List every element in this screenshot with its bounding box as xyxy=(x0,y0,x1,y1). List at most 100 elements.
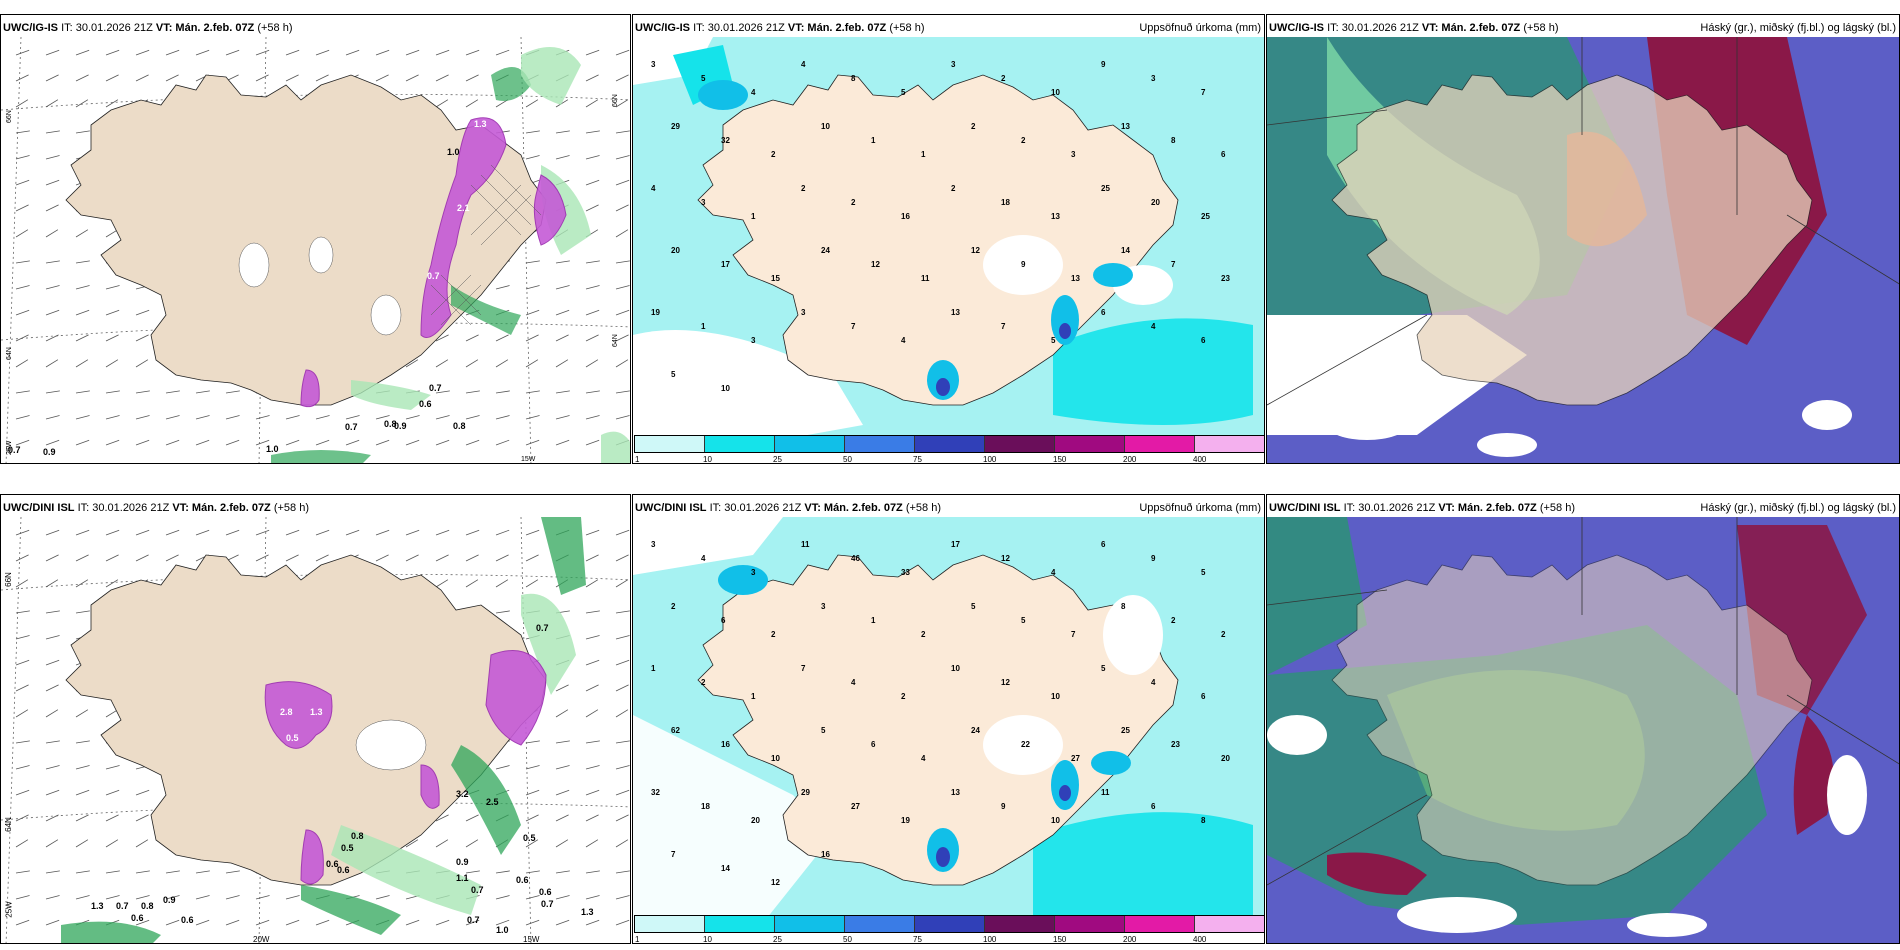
wind-barb xyxy=(615,635,630,640)
wind-barb xyxy=(165,554,179,562)
precip-value: 5 xyxy=(1021,616,1026,625)
colorbar-label: 25 xyxy=(773,935,782,944)
wind-barb xyxy=(45,839,59,848)
wind-barb xyxy=(405,839,419,848)
wind-barb xyxy=(615,529,630,536)
wind-barb xyxy=(45,919,60,926)
wind-barb xyxy=(105,309,120,316)
precip-value: 8 xyxy=(851,74,856,83)
wind-barb xyxy=(585,130,600,134)
wind-barb xyxy=(495,49,510,56)
cloud-map xyxy=(1267,517,1899,943)
wind-barb xyxy=(585,390,600,394)
wind-barb xyxy=(15,529,30,536)
precip-value: 6 xyxy=(1101,540,1106,549)
precip-value: 13 xyxy=(1051,212,1060,221)
wind-barb xyxy=(75,529,90,536)
precip-value: 11 xyxy=(1101,788,1110,797)
wind-barb xyxy=(555,709,569,718)
precip-value: 3 xyxy=(1151,74,1156,83)
wind-barb xyxy=(555,814,569,822)
wind-barb xyxy=(75,439,90,446)
wind-barb xyxy=(315,74,329,82)
panel-precip-dini: UWC/DINI ISL IT: 30.01.2026 21Z VT: Mán.… xyxy=(632,494,1265,944)
wind-barb xyxy=(105,49,120,56)
precip-value: 20 xyxy=(671,246,680,255)
colorbar-label: 10 xyxy=(703,935,712,944)
wind-barb xyxy=(75,285,90,290)
precip-value: 23 xyxy=(1221,274,1230,283)
wind-barb xyxy=(285,74,299,82)
wind-barb xyxy=(585,765,600,770)
wind-barb xyxy=(585,155,600,160)
value-label: 0.6 xyxy=(326,859,339,869)
wind-barb xyxy=(135,529,150,536)
wind-barb xyxy=(435,529,450,536)
wind-barb xyxy=(465,529,480,536)
value-label: 2.1 xyxy=(457,203,470,213)
wind-barb xyxy=(615,659,630,666)
wind-barb xyxy=(585,309,600,316)
wind-barb xyxy=(525,99,539,108)
panel-header: UWC/DINI ISL IT: 30.01.2026 21Z VT: Mán.… xyxy=(1269,502,1576,514)
panel-cloud-dini: UWC/DINI ISL IT: 30.01.2026 21Z VT: Mán.… xyxy=(1266,494,1900,944)
precip-value: 19 xyxy=(901,816,910,825)
wind-barb xyxy=(495,390,510,394)
wind-barb xyxy=(135,334,149,342)
wind-barb xyxy=(555,260,570,264)
wind-barb xyxy=(615,765,630,770)
wind-barb xyxy=(375,439,390,446)
wind-barb xyxy=(75,49,90,56)
wind-barb xyxy=(15,765,30,770)
wind-barb xyxy=(495,870,510,874)
wind-barb xyxy=(15,390,30,394)
precip-value: 14 xyxy=(1121,246,1130,255)
wind-barb xyxy=(75,579,89,588)
wind-barb xyxy=(525,390,540,394)
precip-value: 4 xyxy=(651,184,656,193)
wind-barb xyxy=(585,554,599,562)
precip-value: 4 xyxy=(1151,322,1156,331)
wind-barb xyxy=(435,99,449,108)
value-label: 1.3 xyxy=(310,707,323,717)
precip-value: 6 xyxy=(1201,692,1206,701)
wind-barb xyxy=(75,229,89,238)
precip-value: 1 xyxy=(751,212,756,221)
cloud-map xyxy=(1267,37,1899,463)
wind-barb xyxy=(495,610,510,614)
precip-value: 18 xyxy=(701,802,710,811)
wind-barb xyxy=(405,554,419,562)
wind-barb xyxy=(405,74,419,82)
wind-barb xyxy=(525,740,540,744)
colorbar-label: 75 xyxy=(913,935,922,944)
precip-value: 22 xyxy=(1021,740,1030,749)
wind-barb xyxy=(195,49,210,56)
precip-value: 8 xyxy=(1121,602,1126,611)
wind-map: 66N 66N 64N 25W 15W 64N xyxy=(1,36,630,463)
precip-value: 2 xyxy=(1171,616,1176,625)
wind-barb xyxy=(615,74,629,82)
colorbar-label: 150 xyxy=(1053,455,1067,464)
wind-barb xyxy=(585,179,600,186)
wind-barb xyxy=(615,260,630,264)
wind-barb xyxy=(525,554,539,562)
precip-value: 3 xyxy=(651,540,656,549)
precip-value: 3 xyxy=(751,336,756,345)
wind-barb xyxy=(465,334,479,342)
wind-barb xyxy=(465,554,479,562)
precip-value: 16 xyxy=(901,212,910,221)
precip-value: 25 xyxy=(1201,212,1210,221)
wind-barb xyxy=(555,919,570,926)
wind-barb xyxy=(105,285,120,290)
wind-barb xyxy=(435,359,449,368)
wind-barb xyxy=(585,659,600,666)
wind-barb xyxy=(135,554,149,562)
wind-barb xyxy=(375,895,390,900)
wind-barb xyxy=(555,870,570,874)
value-label: 0.6 xyxy=(131,913,144,923)
wind-barb xyxy=(195,390,210,394)
colorbar-label: 400 xyxy=(1193,935,1207,944)
wind-barb xyxy=(15,229,29,238)
precip-value: 4 xyxy=(1151,678,1156,687)
precip-value: 20 xyxy=(1221,754,1230,763)
